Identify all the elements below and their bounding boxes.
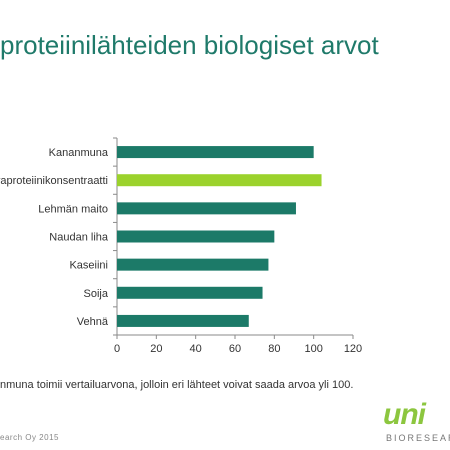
x-tick-label: 80 <box>268 343 280 355</box>
footnote: nmuna toimii vertailuarvona, jolloin eri… <box>0 379 354 391</box>
x-tick-label: 20 <box>150 343 162 355</box>
x-tick-label: 100 <box>304 343 322 355</box>
x-tick-label: 60 <box>229 343 241 355</box>
category-label: Soija <box>84 288 109 300</box>
bar-naudan-liha <box>117 230 275 243</box>
category-label: Kaseiini <box>69 260 108 272</box>
category-label: raproteiinikonsentraatti <box>0 175 108 187</box>
category-label: Vehnä <box>77 316 109 328</box>
category-label: Naudan liha <box>49 232 109 244</box>
bar-kananmuna <box>117 146 314 159</box>
bar-soija <box>117 286 263 299</box>
copyright-text: earch Oy 2015 <box>0 433 59 442</box>
company-logo: uni <box>383 398 426 431</box>
company-logo-subtitle: BIORESEARCH <box>386 433 450 443</box>
bar-lehmän-maito <box>117 202 296 215</box>
x-tick-label: 40 <box>190 343 202 355</box>
bar-raproteiinikonsentraatti <box>117 174 322 187</box>
category-label: Kananmuna <box>49 147 109 159</box>
bar-kaseiini <box>117 258 269 271</box>
x-tick-label: 120 <box>344 343 362 355</box>
category-label: Lehmän maito <box>38 203 108 215</box>
slide-title: proteiinilähteiden biologiset arvot <box>0 30 379 60</box>
x-tick-label: 0 <box>114 343 120 355</box>
bar-vehnä <box>117 314 249 327</box>
